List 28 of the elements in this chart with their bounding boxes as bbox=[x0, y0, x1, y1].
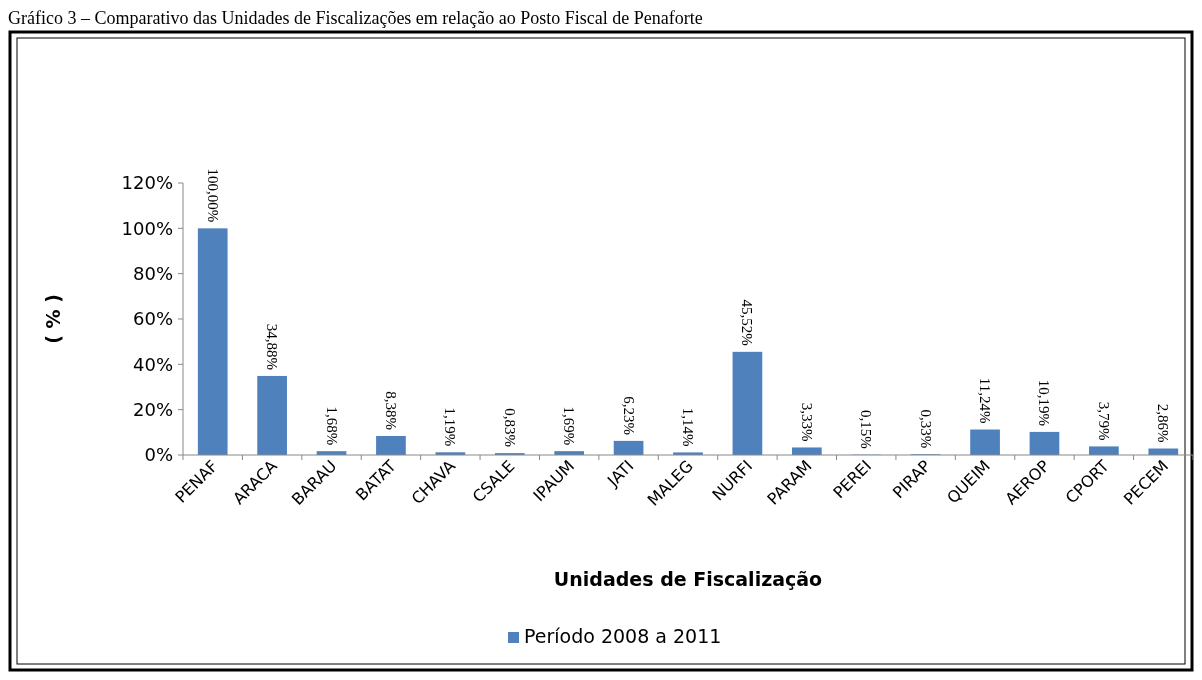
data-label: 8,38% bbox=[382, 391, 399, 431]
y-tick-label: 60% bbox=[132, 308, 173, 330]
data-label: 100,00% bbox=[204, 168, 221, 223]
data-label: 0,83% bbox=[501, 408, 518, 448]
data-label: 1,19% bbox=[442, 407, 459, 447]
data-label: 34,88% bbox=[264, 323, 281, 370]
data-label: 1,68% bbox=[323, 406, 340, 446]
data-label: 10,19% bbox=[1036, 379, 1053, 426]
y-tick-label: 100% bbox=[121, 217, 173, 239]
data-label: 3,33% bbox=[798, 402, 815, 442]
y-axis-title: ( % ) bbox=[42, 294, 64, 344]
data-label: 0,15% bbox=[858, 409, 875, 449]
x-axis-title: Unidades de Fiscalização bbox=[553, 568, 823, 590]
y-tick-label: 20% bbox=[132, 398, 173, 420]
y-tick-label: 80% bbox=[132, 262, 173, 284]
data-label: 6,23% bbox=[620, 396, 637, 435]
data-label: 0,33% bbox=[917, 409, 934, 449]
chart-title: Gráfico 3 – Comparativo das Unidades de Fiscalizações em relação ao Posto Fiscal de Penaforte bbox=[8, 8, 703, 28]
data-label: 3,79% bbox=[1095, 401, 1112, 441]
data-label: 1,69% bbox=[561, 406, 578, 446]
legend-label: Período 2008 a 2011 bbox=[524, 625, 722, 647]
y-tick-label: 0% bbox=[144, 444, 173, 466]
y-tick-label: 40% bbox=[132, 353, 173, 375]
y-tick-label: 120% bbox=[121, 172, 173, 194]
data-label: 45,52% bbox=[739, 299, 756, 346]
data-label: 11,24% bbox=[977, 377, 994, 424]
data-label: 2,86% bbox=[1155, 403, 1172, 443]
data-label: 1,14% bbox=[680, 407, 696, 447]
